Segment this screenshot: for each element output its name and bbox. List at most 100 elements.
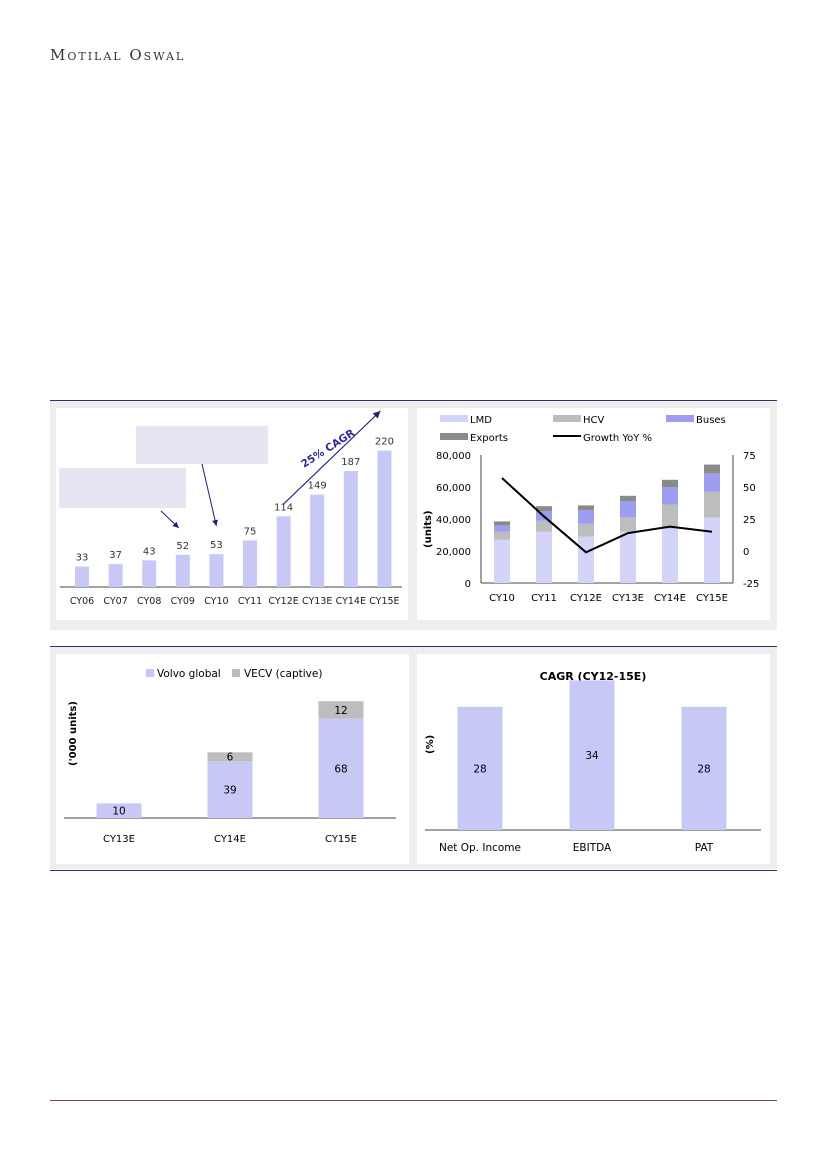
y-tick-label: 40,000: [436, 515, 471, 526]
category-label: CY09: [171, 596, 195, 607]
y2-tick-label: 25: [743, 515, 756, 526]
bar: [175, 554, 190, 587]
bar: [343, 471, 358, 587]
brand-logo: Motilal Oswal: [50, 46, 186, 64]
chart-title: CAGR (CY12-15E): [540, 670, 647, 683]
volvo-volume-chart: ('000 units) 10 CY13E 39 6 CY14E 68 12 CY15E Volv…: [64, 668, 396, 845]
y-tick-label: 20,000: [436, 547, 471, 558]
bar-segment-exports: [662, 479, 678, 487]
bar-segment-hcv: [620, 517, 636, 532]
data-label: 28: [473, 763, 486, 775]
bar: [209, 554, 224, 587]
y-axis-title: ('000 units): [68, 701, 79, 766]
bar-segment-exports: [704, 464, 720, 474]
bar-segment-exports: [620, 495, 636, 502]
data-label: 52: [176, 541, 189, 552]
y-tick-label: 80,000: [436, 451, 471, 462]
chart-panel-2: 0 20,000 40,000 60,000 80,000 -25 0 25 50 75 (unit…: [417, 408, 770, 620]
legend-label: HCV: [583, 415, 605, 426]
y2-tick-label: 50: [743, 483, 756, 494]
category-label: CY10: [204, 596, 228, 607]
y2-tick-label: 75: [743, 451, 756, 462]
data-label: 33: [76, 553, 89, 564]
legend-swatch: [440, 433, 468, 440]
y-tick-label: 60,000: [436, 483, 471, 494]
bar-segment-buses: [494, 525, 510, 532]
category-label: CY15E: [325, 834, 357, 845]
bar-segment-hcv: [662, 504, 678, 529]
legend-swatch: [666, 415, 694, 422]
data-label: 220: [375, 437, 394, 448]
footer-rule: [50, 1100, 777, 1101]
category-label: Net Op. Income: [439, 842, 521, 854]
bar: [75, 566, 89, 587]
bar-segment: [207, 752, 253, 762]
data-label: 43: [143, 546, 156, 557]
category-label: CY11: [238, 596, 262, 607]
legend-swatch: [553, 415, 581, 422]
data-label: 37: [109, 550, 122, 561]
section-mid-rule: [50, 646, 777, 647]
annotation-box: [59, 468, 186, 508]
bar: [276, 516, 291, 587]
bar: [681, 706, 727, 830]
category-label: CY11: [531, 593, 557, 604]
legend-label: Volvo global: [157, 668, 221, 680]
y2-tick-label: 0: [743, 547, 749, 558]
legend-swatch: [146, 669, 154, 677]
legend-swatch: [232, 669, 240, 677]
category-label: CY10: [489, 593, 515, 604]
bar: [457, 706, 503, 830]
bar-segment-lmd: [662, 528, 678, 583]
annotation-box: [136, 426, 268, 464]
bar: [142, 560, 157, 587]
data-label: 12: [334, 705, 347, 717]
category-label: CY13E: [612, 593, 644, 604]
bar-segment-exports: [578, 505, 594, 511]
legend-label: LMD: [470, 415, 492, 426]
data-label: 75: [244, 527, 257, 538]
chart-panel-4: CAGR (CY12-15E) (%) 28 Net Op. Income 34 EBIT…: [417, 654, 770, 864]
legend-label: VECV (captive): [244, 668, 322, 680]
cagr-arrow: [283, 410, 381, 505]
data-label: 149: [308, 481, 327, 492]
category-label: CY14E: [336, 596, 366, 607]
bar-segment-hcv: [536, 520, 552, 532]
chart-panel-1: 33 CY06 37 CY07 43 CY08 52 CY09 53 CY10 75 CY11 114 C…: [56, 408, 408, 620]
bar-segment-hcv: [578, 523, 594, 537]
category-label: EBITDA: [573, 842, 612, 854]
bar-segment-lmd: [578, 536, 594, 583]
category-label: PAT: [695, 842, 714, 854]
y-tick-label: 0: [465, 579, 471, 590]
data-label: 39: [223, 785, 236, 797]
legend-label: Buses: [696, 415, 726, 426]
data-label: 28: [697, 763, 710, 775]
section-bottom-rule: [50, 870, 777, 871]
category-label: CY08: [137, 596, 161, 607]
data-label: 114: [274, 502, 293, 513]
category-label: CY12E: [268, 596, 298, 607]
category-label: CY12E: [570, 593, 602, 604]
data-label: 10: [112, 806, 125, 818]
category-label: CY15E: [369, 596, 399, 607]
bar-segment: [207, 761, 253, 818]
pointer-arrow: [201, 463, 218, 527]
legend-swatch: [440, 415, 468, 422]
bar: [243, 540, 257, 587]
category-label: CY15E: [696, 593, 728, 604]
y-axis-title: (units): [423, 510, 434, 548]
bar-segment-buses: [704, 473, 720, 492]
bar-segment-buses: [662, 487, 678, 505]
bar: [377, 450, 392, 587]
vehicle-volume-chart: 33 CY06 37 CY07 43 CY08 52 CY09 53 CY10 75 CY11 114 C…: [59, 410, 402, 607]
category-label: CY14E: [654, 593, 686, 604]
bar: [310, 494, 325, 587]
pointer-arrow: [160, 510, 180, 529]
bar: [108, 564, 123, 587]
bar-segment-buses: [620, 501, 636, 518]
bar-segment-lmd: [704, 517, 720, 583]
bar-segment: [96, 803, 142, 818]
bar-segment-lmd: [620, 531, 636, 583]
data-label: 68: [334, 763, 347, 775]
data-label: 34: [585, 750, 599, 762]
